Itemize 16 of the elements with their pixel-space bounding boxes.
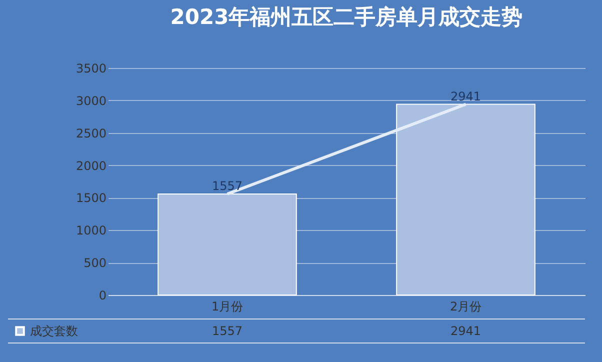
y-tick-label: 1500 [76,191,106,206]
data-label: 1557 [212,324,243,338]
y-tick-label: 3500 [76,62,106,76]
legend-label: 成交套数 [30,324,78,338]
y-tick-label: 1000 [76,224,106,238]
y-tick-label: 2500 [76,126,106,140]
y-tick-label: 3000 [76,94,106,108]
data-label: 2941 [450,324,482,338]
chart-title: 2023年福州五区二手房单月成交走势 [170,5,523,29]
data-label: 1557 [212,179,243,194]
x-tick-label: 1月份 [211,300,244,314]
y-tick-label: 0 [98,288,106,302]
y-tick-label: 500 [84,256,106,270]
x-tick-label: 2月份 [450,300,482,314]
y-tick-label: 2000 [76,158,106,173]
data-label: 2941 [450,89,482,104]
